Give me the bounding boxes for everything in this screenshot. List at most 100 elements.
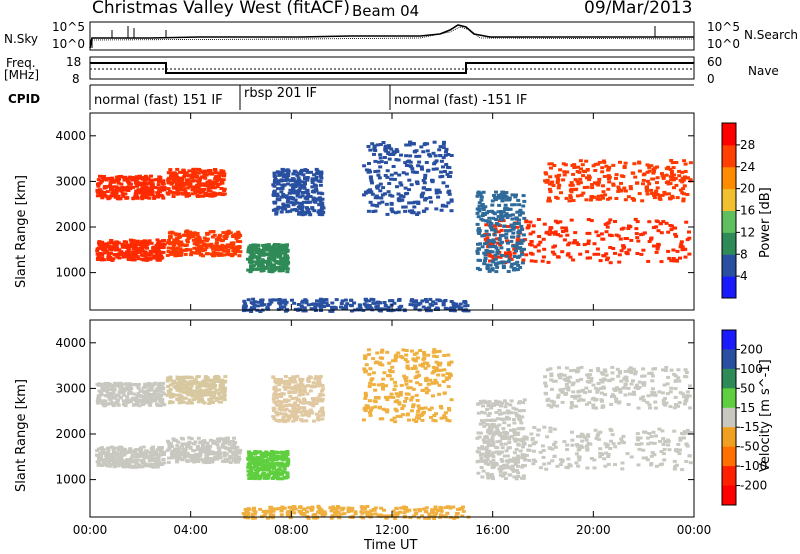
power-cell — [185, 180, 190, 184]
velocity-cell — [603, 442, 608, 446]
power-cell — [103, 243, 108, 247]
velocity-cell — [282, 470, 287, 474]
power-cell — [421, 150, 426, 154]
velocity-cell — [418, 349, 423, 352]
power-cell — [604, 230, 609, 234]
power-cell — [479, 195, 484, 199]
velocity-cell — [125, 398, 130, 401]
velocity-cell — [366, 353, 371, 356]
velocity-cell — [196, 400, 201, 404]
power-cell — [485, 236, 490, 240]
power-cell — [349, 298, 354, 302]
power-cell — [300, 300, 305, 304]
power-cell — [441, 303, 446, 307]
velocity-cell — [122, 462, 127, 466]
velocity-cell — [197, 382, 202, 386]
power-cell — [140, 197, 145, 201]
velocity-cell — [254, 457, 259, 461]
velocity-cell — [169, 445, 174, 448]
velocity-cell — [165, 379, 170, 383]
velocity-cell — [116, 403, 121, 407]
power-cell — [188, 182, 193, 186]
power-cell — [623, 237, 628, 240]
power-cell — [294, 189, 299, 193]
power-cell — [623, 198, 628, 202]
power-cell — [156, 246, 161, 250]
power-cell — [196, 235, 201, 239]
power-cell — [322, 298, 327, 302]
power-cell — [619, 174, 624, 178]
power-cell — [222, 249, 227, 253]
velocity-cell — [195, 446, 200, 450]
power-cell — [131, 256, 136, 260]
power-cell — [220, 181, 225, 185]
power-cell — [466, 309, 471, 313]
power-cell — [386, 190, 391, 194]
power-cell — [230, 253, 235, 257]
power-cell — [478, 192, 483, 196]
power-cell — [150, 184, 155, 188]
velocity-cell — [180, 453, 185, 457]
velocity-cell — [156, 392, 161, 396]
nave-tick-top: 60 — [707, 55, 723, 69]
velocity-cell — [293, 411, 298, 415]
velocity-cell — [271, 375, 276, 379]
power-cell — [300, 209, 305, 213]
power-cell — [180, 178, 185, 182]
power-cell — [646, 259, 651, 263]
velocity-cell — [170, 453, 175, 457]
power-cell — [395, 185, 399, 189]
power-cell — [600, 194, 605, 198]
velocity-cell — [678, 436, 683, 440]
power-cell — [490, 228, 494, 232]
velocity-cell — [672, 429, 677, 433]
power-cell — [117, 175, 122, 179]
power-cell — [197, 240, 202, 244]
power-cell — [594, 230, 599, 234]
velocity-cell — [287, 416, 291, 420]
power-cell — [174, 184, 179, 188]
velocity-cell — [285, 462, 290, 466]
power-cell — [451, 301, 456, 305]
power-cell — [566, 243, 571, 247]
power-cell — [296, 172, 301, 176]
power-cell — [579, 193, 584, 197]
power-cell — [622, 165, 627, 168]
velocity-cell — [300, 377, 305, 381]
velocity-cell — [108, 392, 113, 396]
power-cell — [202, 236, 207, 240]
velocity-cell — [487, 438, 492, 442]
power-cell — [671, 248, 676, 252]
velocity-cell — [287, 391, 292, 395]
power-cell — [247, 245, 252, 249]
velocity-cell — [263, 454, 268, 458]
velocity-cell — [285, 473, 290, 477]
power-cell — [408, 154, 413, 158]
power-cell — [402, 309, 407, 313]
velocity-cell — [178, 393, 183, 397]
power-cell — [149, 174, 153, 178]
power-cell — [177, 183, 182, 187]
power-cell — [577, 170, 582, 174]
power-cell — [364, 299, 369, 303]
velocity-cell — [413, 359, 418, 363]
power-cell — [519, 238, 524, 242]
velocity-cell — [278, 468, 283, 472]
velocity-cell — [654, 464, 659, 468]
power-cell — [132, 258, 137, 262]
velocity-cell — [189, 454, 194, 457]
velocity-cell — [207, 457, 212, 460]
velocity-cell — [398, 393, 403, 397]
power-cell — [202, 175, 207, 179]
velocity-cell — [364, 369, 368, 373]
velocity-cell — [321, 413, 325, 417]
power-cell — [565, 233, 570, 237]
power-cell — [249, 251, 254, 255]
power-ytick-label: 1000 — [55, 266, 86, 280]
power-cell — [430, 178, 434, 182]
power-cell — [179, 188, 184, 192]
power-cell — [681, 178, 686, 182]
velocity-cell — [267, 468, 272, 472]
velocity-cell — [414, 374, 419, 378]
power-cell — [489, 226, 494, 230]
